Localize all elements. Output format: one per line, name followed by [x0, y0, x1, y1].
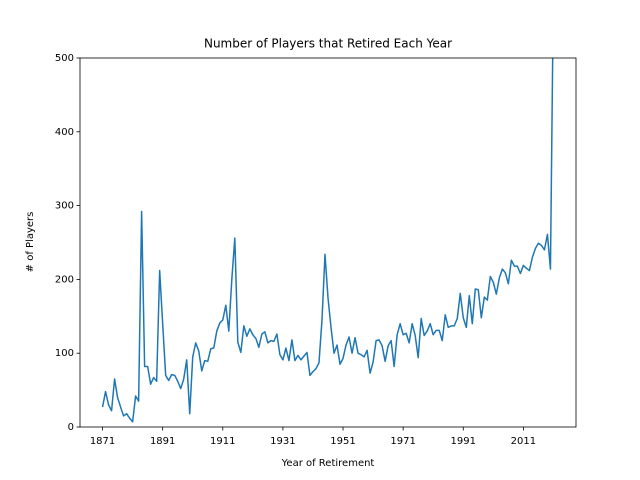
y-axis-label: # of Players [25, 212, 36, 273]
y-tick-label: 100 [55, 348, 74, 359]
plot-area [101, 58, 554, 423]
chart-title: Number of Players that Retired Each Year [204, 37, 452, 51]
x-tick-label: 1971 [390, 436, 415, 447]
y-tick-label: 300 [55, 201, 74, 212]
x-tick-label: 1911 [210, 436, 235, 447]
y-tick-label: 200 [55, 274, 74, 285]
x-axis-label: Year of Retirement [281, 458, 375, 469]
data-line [101, 58, 554, 423]
x-tick-label: 1871 [90, 436, 115, 447]
x-tick-label: 1951 [330, 436, 355, 447]
y-tick-label: 500 [55, 53, 74, 64]
y-tick-label: 0 [68, 422, 74, 433]
y-tick-label: 400 [55, 127, 74, 138]
x-tick-label: 1991 [451, 436, 476, 447]
axes-frame [79, 57, 577, 428]
x-tick-label: 1891 [150, 436, 175, 447]
x-tick-label: 2011 [511, 436, 536, 447]
x-tick-label: 1931 [270, 436, 295, 447]
